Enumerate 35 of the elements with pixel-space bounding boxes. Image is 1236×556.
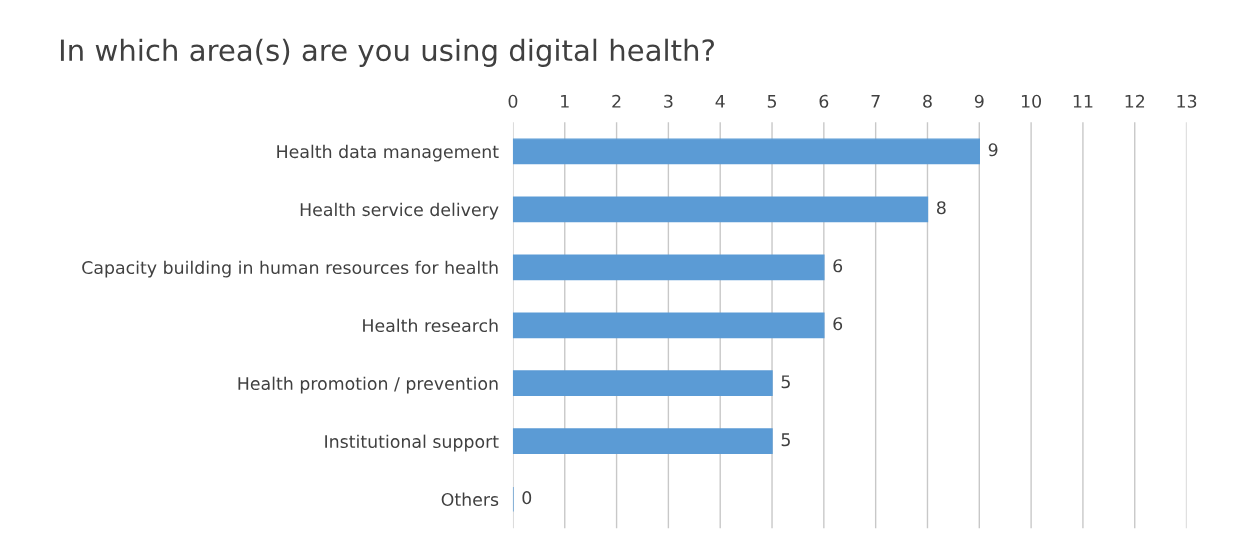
data-label: 6 bbox=[833, 259, 843, 273]
x-tick-label: 13 bbox=[1177, 94, 1197, 108]
x-tick-label: 7 bbox=[871, 94, 880, 108]
bar bbox=[512, 370, 773, 397]
data-label: 5 bbox=[781, 433, 790, 447]
y-tick-label: Others bbox=[441, 492, 499, 507]
data-label: 6 bbox=[833, 317, 843, 331]
y-tick-label: Health research bbox=[363, 318, 498, 333]
y-tick-label: Institutional support bbox=[325, 434, 499, 452]
y-tick-label: Health service delivery bbox=[300, 202, 499, 220]
x-tick-label: 11 bbox=[1073, 94, 1093, 108]
chart-title: In which area(s) are you using digital health? bbox=[60, 38, 714, 67]
x-tick-label: 3 bbox=[664, 94, 673, 108]
x-tick-label: 0 bbox=[508, 94, 518, 108]
x-tick-label: 5 bbox=[767, 94, 777, 108]
y-tick-label: Capacity building in human resources for health bbox=[82, 260, 498, 278]
x-tick-label: 10 bbox=[1021, 94, 1041, 108]
x-tick-label: 1 bbox=[561, 94, 569, 108]
bar bbox=[512, 312, 825, 339]
bar bbox=[512, 428, 773, 455]
data-label: 9 bbox=[988, 143, 998, 157]
x-tick-label: 2 bbox=[612, 94, 621, 108]
bar bbox=[512, 196, 929, 223]
x-tick-label: 9 bbox=[974, 94, 984, 108]
bar bbox=[512, 254, 825, 281]
bar bbox=[512, 138, 980, 165]
x-tick-label: 4 bbox=[715, 94, 725, 108]
y-tick-label: Health data management bbox=[277, 144, 499, 162]
x-tick-label: 8 bbox=[923, 94, 932, 108]
x-tick-label: 12 bbox=[1125, 94, 1145, 108]
y-tick-label: Health promotion / prevention bbox=[238, 376, 498, 394]
data-label: 8 bbox=[936, 201, 946, 215]
x-tick-label: 6 bbox=[819, 94, 829, 108]
data-label: 0 bbox=[522, 491, 532, 505]
data-label: 5 bbox=[781, 375, 790, 389]
